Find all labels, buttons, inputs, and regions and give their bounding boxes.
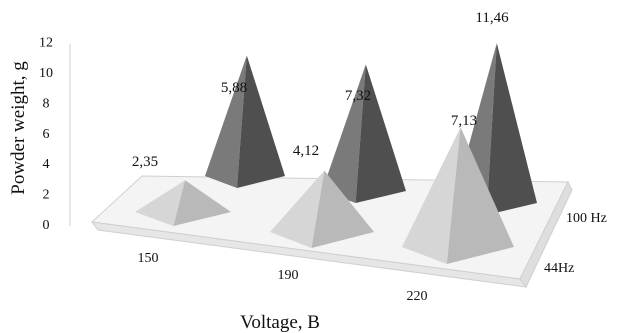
pyramid-100hz	[322, 64, 406, 203]
data-label-100hz: 11,46	[475, 10, 509, 26]
pyramid-44hz	[402, 127, 514, 264]
data-label-100hz: 5,88	[221, 80, 247, 96]
x-tick-label: 220	[407, 289, 428, 304]
y-axis-ticks: 0 2 4 6 8 10 12	[39, 36, 53, 233]
y-tick-label: 10	[39, 66, 53, 81]
y-tick-label: 0	[43, 218, 50, 233]
y-tick-label: 4	[43, 157, 50, 172]
y-tick-label: 2	[43, 188, 50, 203]
series-depth-label: 44Hz	[544, 261, 574, 276]
data-label-44hz: 2,35	[132, 154, 158, 170]
y-tick-label: 6	[43, 127, 50, 142]
x-tick-label: 190	[278, 268, 299, 283]
series-depth-label: 100 Hz	[566, 211, 607, 226]
x-axis-ticks: 150 190 220	[138, 251, 428, 304]
y-axis-title: Powder weight, g	[8, 61, 29, 195]
x-axis-title: Voltage, B	[240, 312, 320, 333]
series-labels: 44Hz 100 Hz	[544, 211, 607, 276]
data-label-44hz: 4,12	[293, 143, 319, 159]
data-label-100hz: 7,32	[345, 88, 371, 104]
y-tick-label: 8	[43, 96, 50, 111]
series-44hz: 2,35 4,12 7,13	[132, 113, 514, 264]
data-label-44hz: 7,13	[451, 113, 477, 129]
x-tick-label: 150	[138, 251, 159, 266]
y-tick-label: 12	[39, 36, 53, 51]
pyramid-44hz	[270, 170, 374, 248]
chart-floor-front	[90, 221, 528, 288]
pyramid-100hz	[205, 55, 285, 189]
pyramid-44hz	[135, 180, 231, 226]
